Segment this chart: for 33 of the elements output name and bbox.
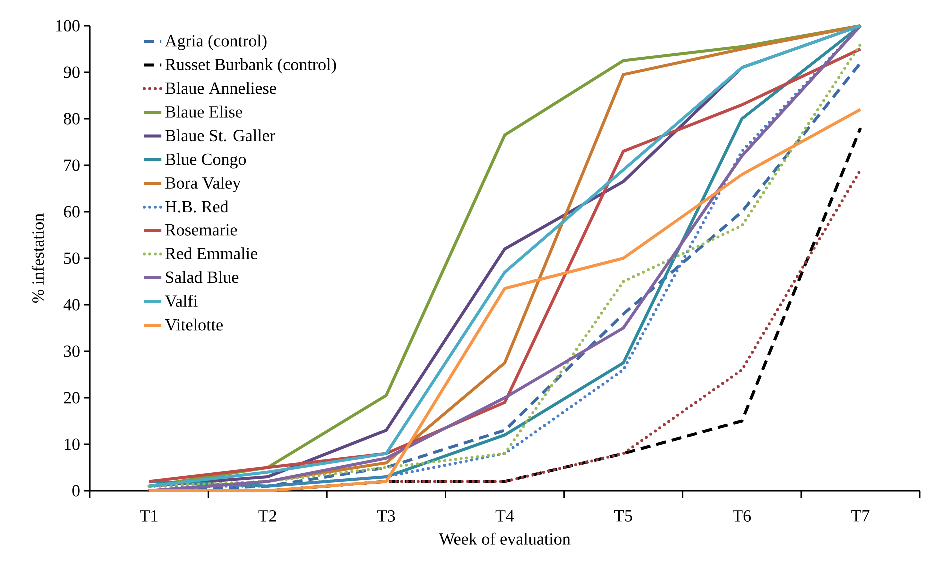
y-tick-label: 20: [64, 392, 80, 404]
x-axis-title: Week of evaluation: [439, 532, 571, 546]
legend-label: Valfi: [165, 294, 198, 308]
y-tick-label: 100: [56, 20, 80, 32]
y-tick-label: 70: [64, 160, 80, 172]
y-tick-label: 0: [72, 485, 80, 497]
legend-label: Blaue St. Galler: [166, 130, 276, 142]
legend-label: Salad Blue: [166, 271, 239, 284]
legend-label: Blaue Elise: [166, 106, 242, 118]
legend-label: Red Emmalie: [166, 248, 258, 260]
y-tick-label: 80: [64, 113, 80, 125]
y-tick-label: 50: [64, 252, 80, 264]
legend-label: Vitelotte: [165, 318, 223, 331]
x-tick-label: T3: [377, 510, 396, 522]
legend-label: Blaue Anneliese: [166, 82, 276, 94]
y-tick-label: 60: [64, 206, 80, 218]
x-tick-label: T1: [140, 510, 158, 522]
legend-label: Blue Congo: [166, 153, 246, 169]
x-tick-label: T2: [258, 510, 276, 522]
y-axis-title: % infestation: [32, 214, 44, 304]
legend-label: Bora Valey: [166, 177, 242, 192]
legend-label: Russet Burbank (control): [166, 58, 336, 74]
x-tick-label: T5: [614, 510, 632, 522]
y-tick-label: 10: [64, 438, 80, 450]
x-tick-label: T7: [852, 510, 870, 522]
y-tick-label: 30: [64, 346, 80, 358]
legend-label: Agria (control): [165, 34, 267, 50]
x-tick-label: T6: [733, 510, 752, 522]
legend-label: Rosemarie: [166, 224, 238, 236]
legend-label: H.B. Red: [166, 200, 229, 213]
y-tick-label: 40: [64, 299, 80, 311]
x-tick-label: T4: [496, 510, 514, 522]
y-tick-label: 90: [64, 66, 80, 78]
